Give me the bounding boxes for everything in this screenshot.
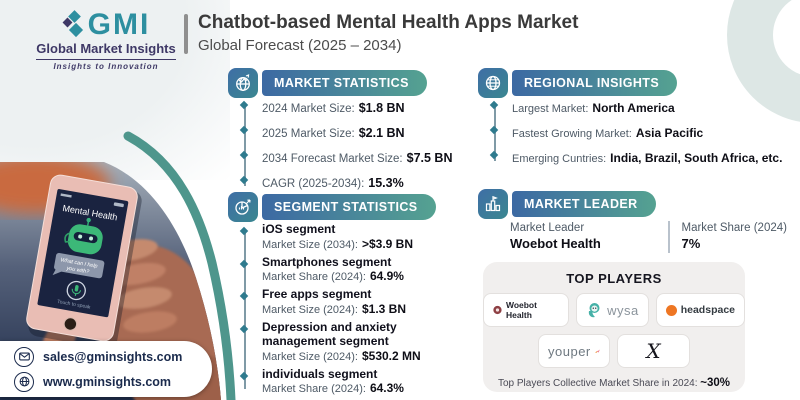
player-card-headspace: headspace — [655, 293, 745, 327]
phone-device: Mental Health What can I help — [26, 174, 142, 349]
teal-swoosh-decor — [123, 131, 236, 400]
home-button — [63, 317, 78, 331]
page-title: Chatbot-based Mental Health Apps Market — [198, 12, 579, 33]
contact-email: sales@gminsights.com — [43, 349, 183, 364]
background-wash — [0, 0, 230, 180]
segment-statistics-header: SEGMENT STATISTICS — [228, 192, 436, 222]
market-leader-content: Market Leader Woebot Health Market Share… — [510, 220, 795, 253]
mic-hint: Touch to speak — [57, 299, 92, 311]
gmi-logo: GMI Global Market Insights Insights to I… — [22, 10, 190, 71]
market-statistics-header: MARKET STATISTICS — [228, 68, 427, 98]
logo-name: Global Market Insights — [36, 41, 176, 56]
segment-item: Depression and anxiety management segmen… — [262, 320, 474, 364]
player-card-youper: youper — [538, 334, 610, 368]
chatbot-robot-icon — [64, 217, 103, 255]
market-statistics-banner: MARKET STATISTICS — [262, 70, 427, 96]
market-leader-name: Woebot Health — [510, 236, 601, 251]
market-statistics-list: 2024 Market Size: $1.8 BN 2025 Market Siz… — [228, 96, 452, 196]
svg-text:you with?: you with? — [65, 265, 89, 275]
contact-pill: sales@gminsights.com www.gminsights.com — [0, 341, 212, 397]
player-card-woebot: Woebot Health — [483, 293, 570, 327]
regional-item: Fastest Growing Market: Asia Pacific — [512, 121, 782, 146]
regional-insights-banner: REGIONAL INSIGHTS — [512, 70, 678, 96]
market-leader-name-block: Market Leader Woebot Health — [510, 220, 656, 253]
globe-chart-icon — [228, 68, 258, 98]
contact-website-row: www.gminsights.com — [14, 371, 212, 392]
segment-statistics-banner: SEGMENT STATISTICS — [262, 194, 436, 220]
market-leader-header: MARKET LEADER — [478, 189, 656, 219]
segment-item: Smartphones segment Market Share (2024):… — [262, 255, 474, 285]
segment-item: iOS segment Market Size (2034): >$3.9 BN — [262, 222, 474, 252]
email-icon — [14, 346, 34, 367]
woebot-logo-icon — [493, 305, 502, 315]
title-divider-bar — [184, 14, 188, 54]
stat-item: 2024 Market Size: $1.8 BN — [262, 96, 452, 121]
page-subtitle: Global Forecast (2025 – 2034) — [198, 37, 402, 54]
leader-divider — [668, 221, 670, 253]
regional-insights-header: REGIONAL INSIGHTS — [478, 68, 678, 98]
regional-item: Largest Market: North America — [512, 96, 782, 121]
top-players-footer: Top Players Collective Market Share in 2… — [497, 377, 731, 389]
gmi-diamond-icon — [62, 10, 83, 38]
leader-podium-icon — [478, 189, 508, 219]
segment-item: individuals segment Market Share (2024):… — [262, 367, 474, 397]
chat-bubble: What can I help you with? — [52, 252, 105, 279]
regional-item: Emerging Cuntries: India, Brazil, South A… — [512, 146, 782, 171]
market-share-block: Market Share (2024) 7% — [681, 222, 787, 251]
logo-acronym: GMI — [87, 8, 151, 41]
player-card-wysa: wysa — [576, 293, 649, 327]
mic-button-icon — [66, 280, 86, 301]
regional-insights-list: Largest Market: North America Fastest Gro… — [478, 96, 782, 171]
player-card-x: X — [617, 334, 690, 368]
top-players-row-1: Woebot Health wysa headspace — [483, 293, 745, 327]
corner-ring-decor — [727, 0, 800, 122]
segment-statistics-list: iOS segment Market Size (2034): >$3.9 BN … — [228, 222, 474, 399]
contact-website: www.gminsights.com — [43, 374, 172, 389]
headspace-logo-icon — [665, 304, 677, 316]
logo-divider — [36, 59, 176, 60]
contact-email-row: sales@gminsights.com — [14, 346, 212, 367]
pie-chart-magnifier-icon — [228, 192, 258, 222]
top-players-title: TOP PLAYERS — [566, 271, 662, 286]
wysa-mascot-icon — [588, 302, 600, 317]
top-players-box: TOP PLAYERS Woebot Health wysa heads — [483, 262, 745, 392]
globe-icon — [478, 68, 508, 98]
segment-item: Free apps segment Market Size (2024): $1.… — [262, 287, 474, 317]
stat-item: 2025 Market Size: $2.1 BN — [262, 121, 452, 146]
market-share-value: 7% — [681, 236, 701, 251]
youper-bird-icon — [594, 348, 600, 353]
market-leader-banner: MARKET LEADER — [512, 191, 656, 217]
x-logo: X — [646, 339, 661, 363]
logo-tagline: Insights to Innovation — [53, 62, 159, 71]
stat-item: CAGR (2025-2034): 15.3% — [262, 171, 452, 196]
top-players-row-2: youper X — [483, 334, 745, 368]
stat-item: 2034 Forecast Market Size: $7.5 BN — [262, 146, 452, 171]
website-globe-icon — [14, 371, 34, 392]
